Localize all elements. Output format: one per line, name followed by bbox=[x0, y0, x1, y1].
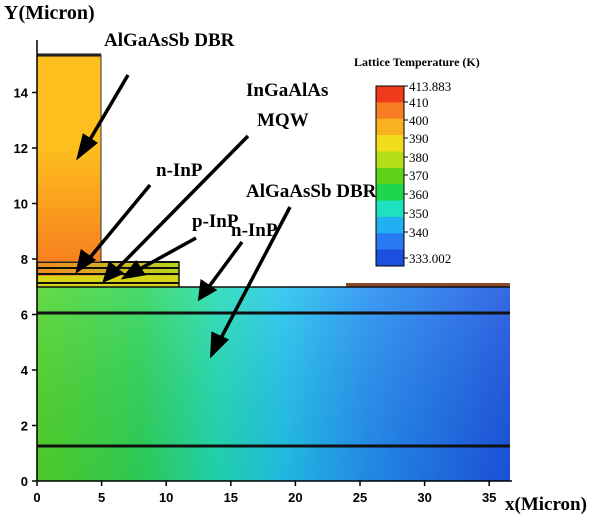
arrow-n-inp-mid-head bbox=[197, 278, 218, 302]
label-top-dbr: AlGaAsSb DBR bbox=[104, 30, 235, 51]
colorbar-frame bbox=[375, 85, 405, 267]
y-tick-label: 2 bbox=[21, 419, 28, 434]
arrow-mqw-head bbox=[102, 261, 125, 284]
x-tick-label: 30 bbox=[417, 490, 431, 505]
y-tick-label: 10 bbox=[14, 197, 28, 212]
right-contact bbox=[346, 283, 510, 287]
colorbar-tick-label: 360 bbox=[409, 187, 429, 202]
colorbar-segment bbox=[376, 216, 404, 234]
colorbar-tick-label: 400 bbox=[409, 113, 429, 128]
colorbar-segment bbox=[376, 135, 404, 152]
arrow-n-inp-top bbox=[86, 183, 152, 262]
y-axis-label: Y(Micron) bbox=[4, 2, 95, 24]
y-tick-label: 6 bbox=[21, 308, 28, 323]
x-tick-label: 5 bbox=[98, 490, 105, 505]
label-n-inp-top: n-InP bbox=[156, 160, 203, 181]
label-p-inp: p-InP bbox=[192, 211, 239, 232]
y-tick-label: 4 bbox=[21, 363, 29, 378]
y-tick-label: 14 bbox=[14, 86, 29, 101]
y-tick-label: 0 bbox=[21, 474, 28, 489]
x-axis-label: x(Micron) bbox=[505, 494, 587, 515]
colorbar-tick-label: 413.883 bbox=[409, 79, 451, 94]
colorbar-segment bbox=[376, 86, 404, 103]
substrate-shading bbox=[37, 287, 510, 481]
arrow-bottom-dbr bbox=[218, 206, 292, 341]
colorbar-tick-label: 333.002 bbox=[409, 251, 451, 266]
y-tick-label: 8 bbox=[21, 252, 28, 267]
x-tick-label: 0 bbox=[33, 490, 40, 505]
label-bottom-dbr: AlGaAsSb DBR bbox=[246, 181, 377, 202]
colorbar-tick-label: 410 bbox=[409, 95, 429, 110]
colorbar-segment bbox=[376, 184, 404, 202]
y-tick-label: 12 bbox=[14, 141, 28, 156]
x-tick-label: 35 bbox=[482, 490, 496, 505]
colorbar-segment bbox=[376, 151, 404, 169]
x-tick-label: 10 bbox=[159, 490, 173, 505]
mesa-base-layer bbox=[37, 276, 179, 287]
colorbar-segment bbox=[376, 200, 404, 218]
label-n-inp-mid: n-InP bbox=[231, 220, 278, 241]
arrow-n-inp-top-head bbox=[75, 249, 97, 274]
x-tick-label: 15 bbox=[224, 490, 238, 505]
colorbar-segment bbox=[376, 102, 404, 120]
arrow-top-dbr-head bbox=[76, 133, 98, 161]
arrow-bottom-dbr-head bbox=[210, 331, 230, 359]
arrow-n-inp-mid bbox=[206, 240, 244, 290]
colorbar-segment bbox=[376, 249, 404, 267]
colorbar-tick-label: 380 bbox=[409, 150, 429, 165]
arrow-p-inp-head bbox=[120, 259, 146, 280]
arrow-p-inp bbox=[137, 236, 197, 272]
colorbar-tick-label: 390 bbox=[409, 131, 429, 146]
x-tick-label: 20 bbox=[288, 490, 302, 505]
label-mqw-line2: MQW bbox=[257, 110, 309, 131]
colorbar-segment bbox=[376, 167, 404, 185]
x-tick-label: 25 bbox=[353, 490, 367, 505]
top-dbr-pillar bbox=[37, 55, 101, 262]
colorbar-segment bbox=[376, 233, 404, 251]
colorbar-segment bbox=[376, 118, 404, 136]
colorbar-tick-label: 370 bbox=[409, 168, 429, 183]
colorbar-tick-label: 350 bbox=[409, 206, 429, 221]
annotation-arrows bbox=[75, 74, 292, 359]
colorbar-title: Lattice Temperature (K) bbox=[354, 55, 480, 69]
arrow-top-dbr bbox=[86, 74, 130, 144]
colorbar-tick-label: 340 bbox=[409, 225, 429, 240]
arrow-mqw bbox=[114, 134, 250, 272]
label-mqw-line1: InGaAlAs bbox=[246, 80, 329, 101]
